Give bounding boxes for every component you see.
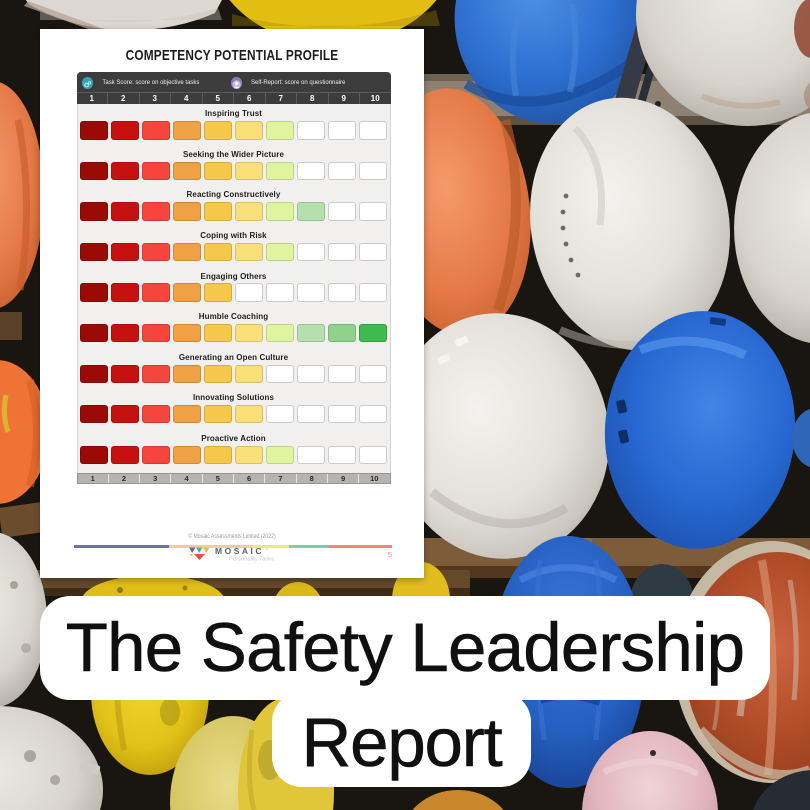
- svg-text:°: °: [266, 547, 268, 552]
- svg-text:MOSAIC: MOSAIC: [215, 546, 264, 556]
- svg-text:Personality Tasks: Personality Tasks: [229, 557, 274, 563]
